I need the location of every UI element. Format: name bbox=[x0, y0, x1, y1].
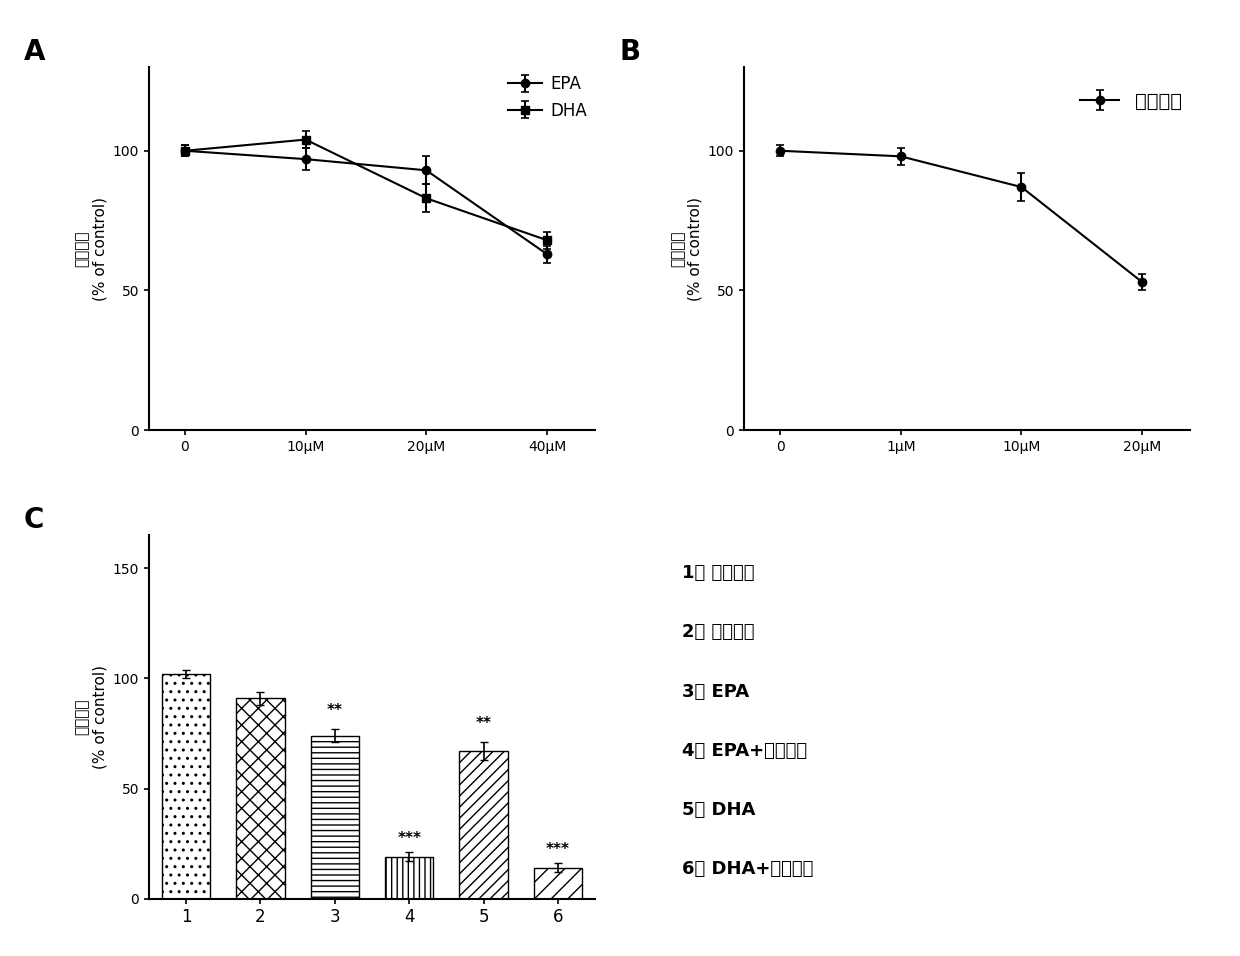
Text: 2： 雷帕霉素: 2： 雷帕霉素 bbox=[682, 623, 754, 641]
Bar bbox=[459, 751, 508, 899]
Text: 5： DHA: 5： DHA bbox=[682, 801, 755, 819]
Y-axis label: 细胞计数
(% of control): 细胞计数 (% of control) bbox=[74, 665, 107, 769]
Bar bbox=[533, 868, 583, 899]
Text: ***: *** bbox=[397, 831, 422, 846]
Legend: EPA, DHA: EPA, DHA bbox=[508, 76, 587, 120]
Text: **: ** bbox=[327, 703, 342, 718]
Bar bbox=[310, 736, 360, 899]
Text: 3： EPA: 3： EPA bbox=[682, 683, 749, 701]
Bar bbox=[384, 857, 433, 899]
Text: ***: *** bbox=[546, 842, 570, 857]
Bar bbox=[236, 698, 284, 899]
Text: 6： DHA+雷帕霉素: 6： DHA+雷帕霉素 bbox=[682, 860, 813, 879]
Bar bbox=[161, 674, 210, 899]
Y-axis label: 细胞计数
(% of control): 细胞计数 (% of control) bbox=[670, 197, 702, 300]
Text: C: C bbox=[24, 507, 45, 534]
Y-axis label: 细胞计数
(% of control): 细胞计数 (% of control) bbox=[74, 197, 107, 300]
Legend: 雷帕霉素: 雷帕霉素 bbox=[1073, 84, 1189, 119]
Text: A: A bbox=[24, 38, 46, 66]
Text: **: ** bbox=[476, 716, 491, 731]
Text: B: B bbox=[619, 38, 640, 66]
Text: 1： 空白对照: 1： 空白对照 bbox=[682, 564, 754, 582]
Text: 4： EPA+雷帕霉素: 4： EPA+雷帕霉素 bbox=[682, 742, 807, 760]
